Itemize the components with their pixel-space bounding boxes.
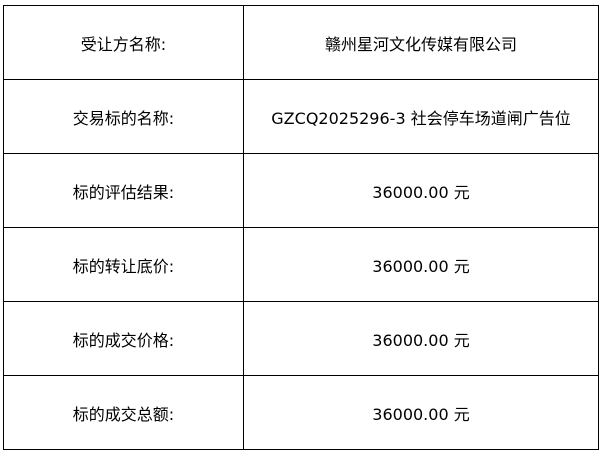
table-row: 标的评估结果: 36000.00 元 [3, 153, 599, 228]
row-value: 36000.00 元 [243, 153, 599, 228]
table-row: 交易标的名称: GZCQ2025296-3 社会停车场道闸广告位 [3, 79, 599, 154]
row-value: 36000.00 元 [243, 375, 599, 450]
row-value: 36000.00 元 [243, 301, 599, 376]
table-row: 标的成交价格: 36000.00 元 [3, 301, 599, 376]
row-label: 受让方名称: [3, 5, 244, 80]
row-label: 标的成交价格: [3, 301, 244, 376]
row-label: 标的成交总额: [3, 375, 244, 450]
row-label: 标的转让底价: [3, 227, 244, 302]
row-label: 标的评估结果: [3, 153, 244, 228]
table-row: 标的转让底价: 36000.00 元 [3, 227, 599, 302]
transaction-info-table: 受让方名称: 赣州星河文化传媒有限公司 交易标的名称: GZCQ2025296-… [3, 5, 599, 450]
row-value: 赣州星河文化传媒有限公司 [243, 5, 599, 80]
table-row: 受让方名称: 赣州星河文化传媒有限公司 [3, 5, 599, 80]
row-value: 36000.00 元 [243, 227, 599, 302]
row-value: GZCQ2025296-3 社会停车场道闸广告位 [243, 79, 599, 154]
table-row: 标的成交总额: 36000.00 元 [3, 375, 599, 450]
row-label: 交易标的名称: [3, 79, 244, 154]
